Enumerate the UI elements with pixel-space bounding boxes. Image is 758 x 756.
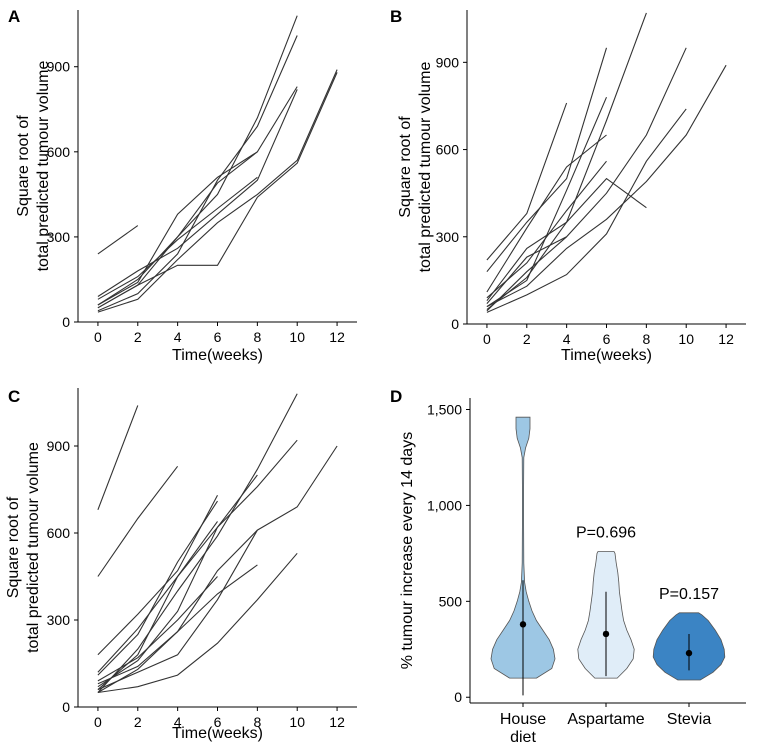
y-tick-label: 300 [47,229,71,245]
x-tick-label: 2 [523,331,531,347]
x-tick-label: 6 [214,714,222,730]
y-axis-title-line1: Square root of [5,496,22,598]
y-tick-label: 900 [436,54,460,70]
series-line-2 [486,47,608,273]
y-tick-label: 0 [62,314,70,330]
series-line-5 [97,86,298,306]
x-tick-label-line2: diet [510,729,536,746]
y-axis-title: % tumour increase every 14 days [399,432,416,669]
x-tick-label: 0 [483,331,491,347]
series-line-4 [486,96,608,308]
series-line-9 [97,552,298,694]
series-line-1 [97,225,139,255]
series-line-11 [486,160,607,299]
x-tick-label: 4 [174,714,182,730]
y-tick-label: 1,000 [427,497,462,513]
series-line-7 [486,47,687,304]
series-line-9 [97,176,258,300]
series-line-4 [97,35,298,312]
series-line-6 [97,393,298,693]
series-line-11 [97,576,218,682]
x-axis-title: Time(weeks) [172,347,263,364]
series-line-8 [486,108,687,313]
series-line-10 [97,529,258,691]
y-axis-title-line1: Square root of [15,115,32,217]
mean-point-aspartame [602,630,610,638]
y-tick-label: 500 [439,593,463,609]
series-line-7 [97,439,298,688]
x-tick-label: 2 [134,714,142,730]
x-tick-label: 12 [329,714,345,730]
y-tick-label: 300 [47,612,71,628]
series-line-10 [486,236,567,312]
x-tick-label: Stevia [667,711,712,728]
panel-a: A 0 300 600 900 0 2 4 6 8 10 12 Time(weeks) Square ro… [8,7,357,364]
series-line-2 [97,89,298,297]
x-axis-title: Time(weeks) [561,347,652,364]
y-tick-label: 600 [436,142,460,158]
y-axis-title-line2: total predicted tumour volume [25,442,42,653]
y-tick-label: 0 [451,316,459,332]
series-line-7 [97,69,338,313]
series-line-8 [97,151,258,306]
y-axis-title-line1: Square root of [397,116,414,218]
x-tick-label: Aspartame [567,711,644,728]
y-tick-label: 900 [47,438,71,454]
y-tick-label: 600 [47,525,71,541]
y-tick-label: 1,500 [427,402,462,418]
y-tick-label: 0 [454,689,462,705]
panel-c: C 0 300 600 900 0 2 4 6 8 10 12 Time(weeks) Square ro… [5,387,357,742]
y-tick-label: 900 [47,59,71,75]
x-tick-label: 8 [642,331,650,347]
mean-point-house [519,621,527,628]
x-axis-title: Time(weeks) [172,725,263,742]
series-line-9 [486,64,727,308]
panel-letter: D [390,387,402,406]
y-tick-label: 0 [62,699,70,715]
y-tick-label: 300 [436,229,460,245]
x-tick-label: 10 [289,329,305,345]
panel-b: B 0 300 600 900 0 2 4 6 8 10 12 Time(weeks) Square ro… [390,7,746,364]
x-tick-label: 4 [563,331,571,347]
series-line-13 [97,564,258,685]
p-value-annotation: P=0.696 [576,524,636,541]
series-line-6 [486,177,647,310]
x-tick-label: 8 [253,329,261,345]
panel-d: D 0 500 1,000 1,500 % tumour increase every 1… [390,387,746,746]
panel-letter: A [8,7,20,26]
x-tick-label: 10 [678,331,694,347]
panel-letter: B [390,7,402,26]
panel-letter: C [8,387,20,406]
violin-house [490,416,556,679]
series-line-3 [97,15,298,309]
y-tick-label: 600 [47,144,71,160]
series-line-4 [97,500,218,676]
series-line-2 [97,465,179,577]
x-tick-label: House [500,711,546,728]
y-axis-title-line2: total predicted tumour volume [35,61,52,272]
series-line-3 [97,495,218,656]
series-line-8 [97,445,338,693]
x-tick-label: 0 [94,329,102,345]
series-line-1 [486,102,568,261]
series-line-6 [97,72,338,309]
x-tick-label: 12 [718,331,734,347]
x-tick-label: 10 [289,714,305,730]
y-axis-title-line2: total predicted tumour volume [417,62,434,273]
x-tick-label: 6 [603,331,611,347]
x-tick-label: 6 [214,329,222,345]
series-line-1 [97,405,139,510]
x-tick-label: 2 [134,329,142,345]
p-value-annotation: P=0.157 [659,586,719,603]
x-tick-label: 8 [253,714,261,730]
series-line-3 [486,134,607,293]
x-tick-label: 0 [94,714,102,730]
x-tick-label: 12 [329,329,345,345]
x-tick-label: 4 [174,329,182,345]
series-line-5 [486,12,647,302]
series-line-12 [97,521,218,673]
mean-point-stevia [685,649,693,657]
